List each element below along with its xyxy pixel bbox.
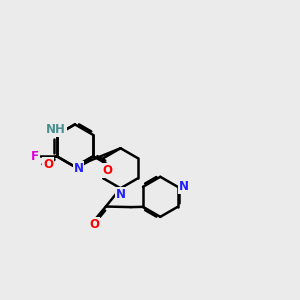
Text: O: O [102, 164, 112, 177]
Text: O: O [89, 218, 100, 231]
Text: NH: NH [46, 123, 66, 136]
Text: N: N [74, 162, 83, 175]
Text: N: N [179, 180, 189, 193]
Text: F: F [31, 150, 39, 163]
Text: N: N [116, 188, 126, 201]
Text: O: O [44, 158, 53, 171]
